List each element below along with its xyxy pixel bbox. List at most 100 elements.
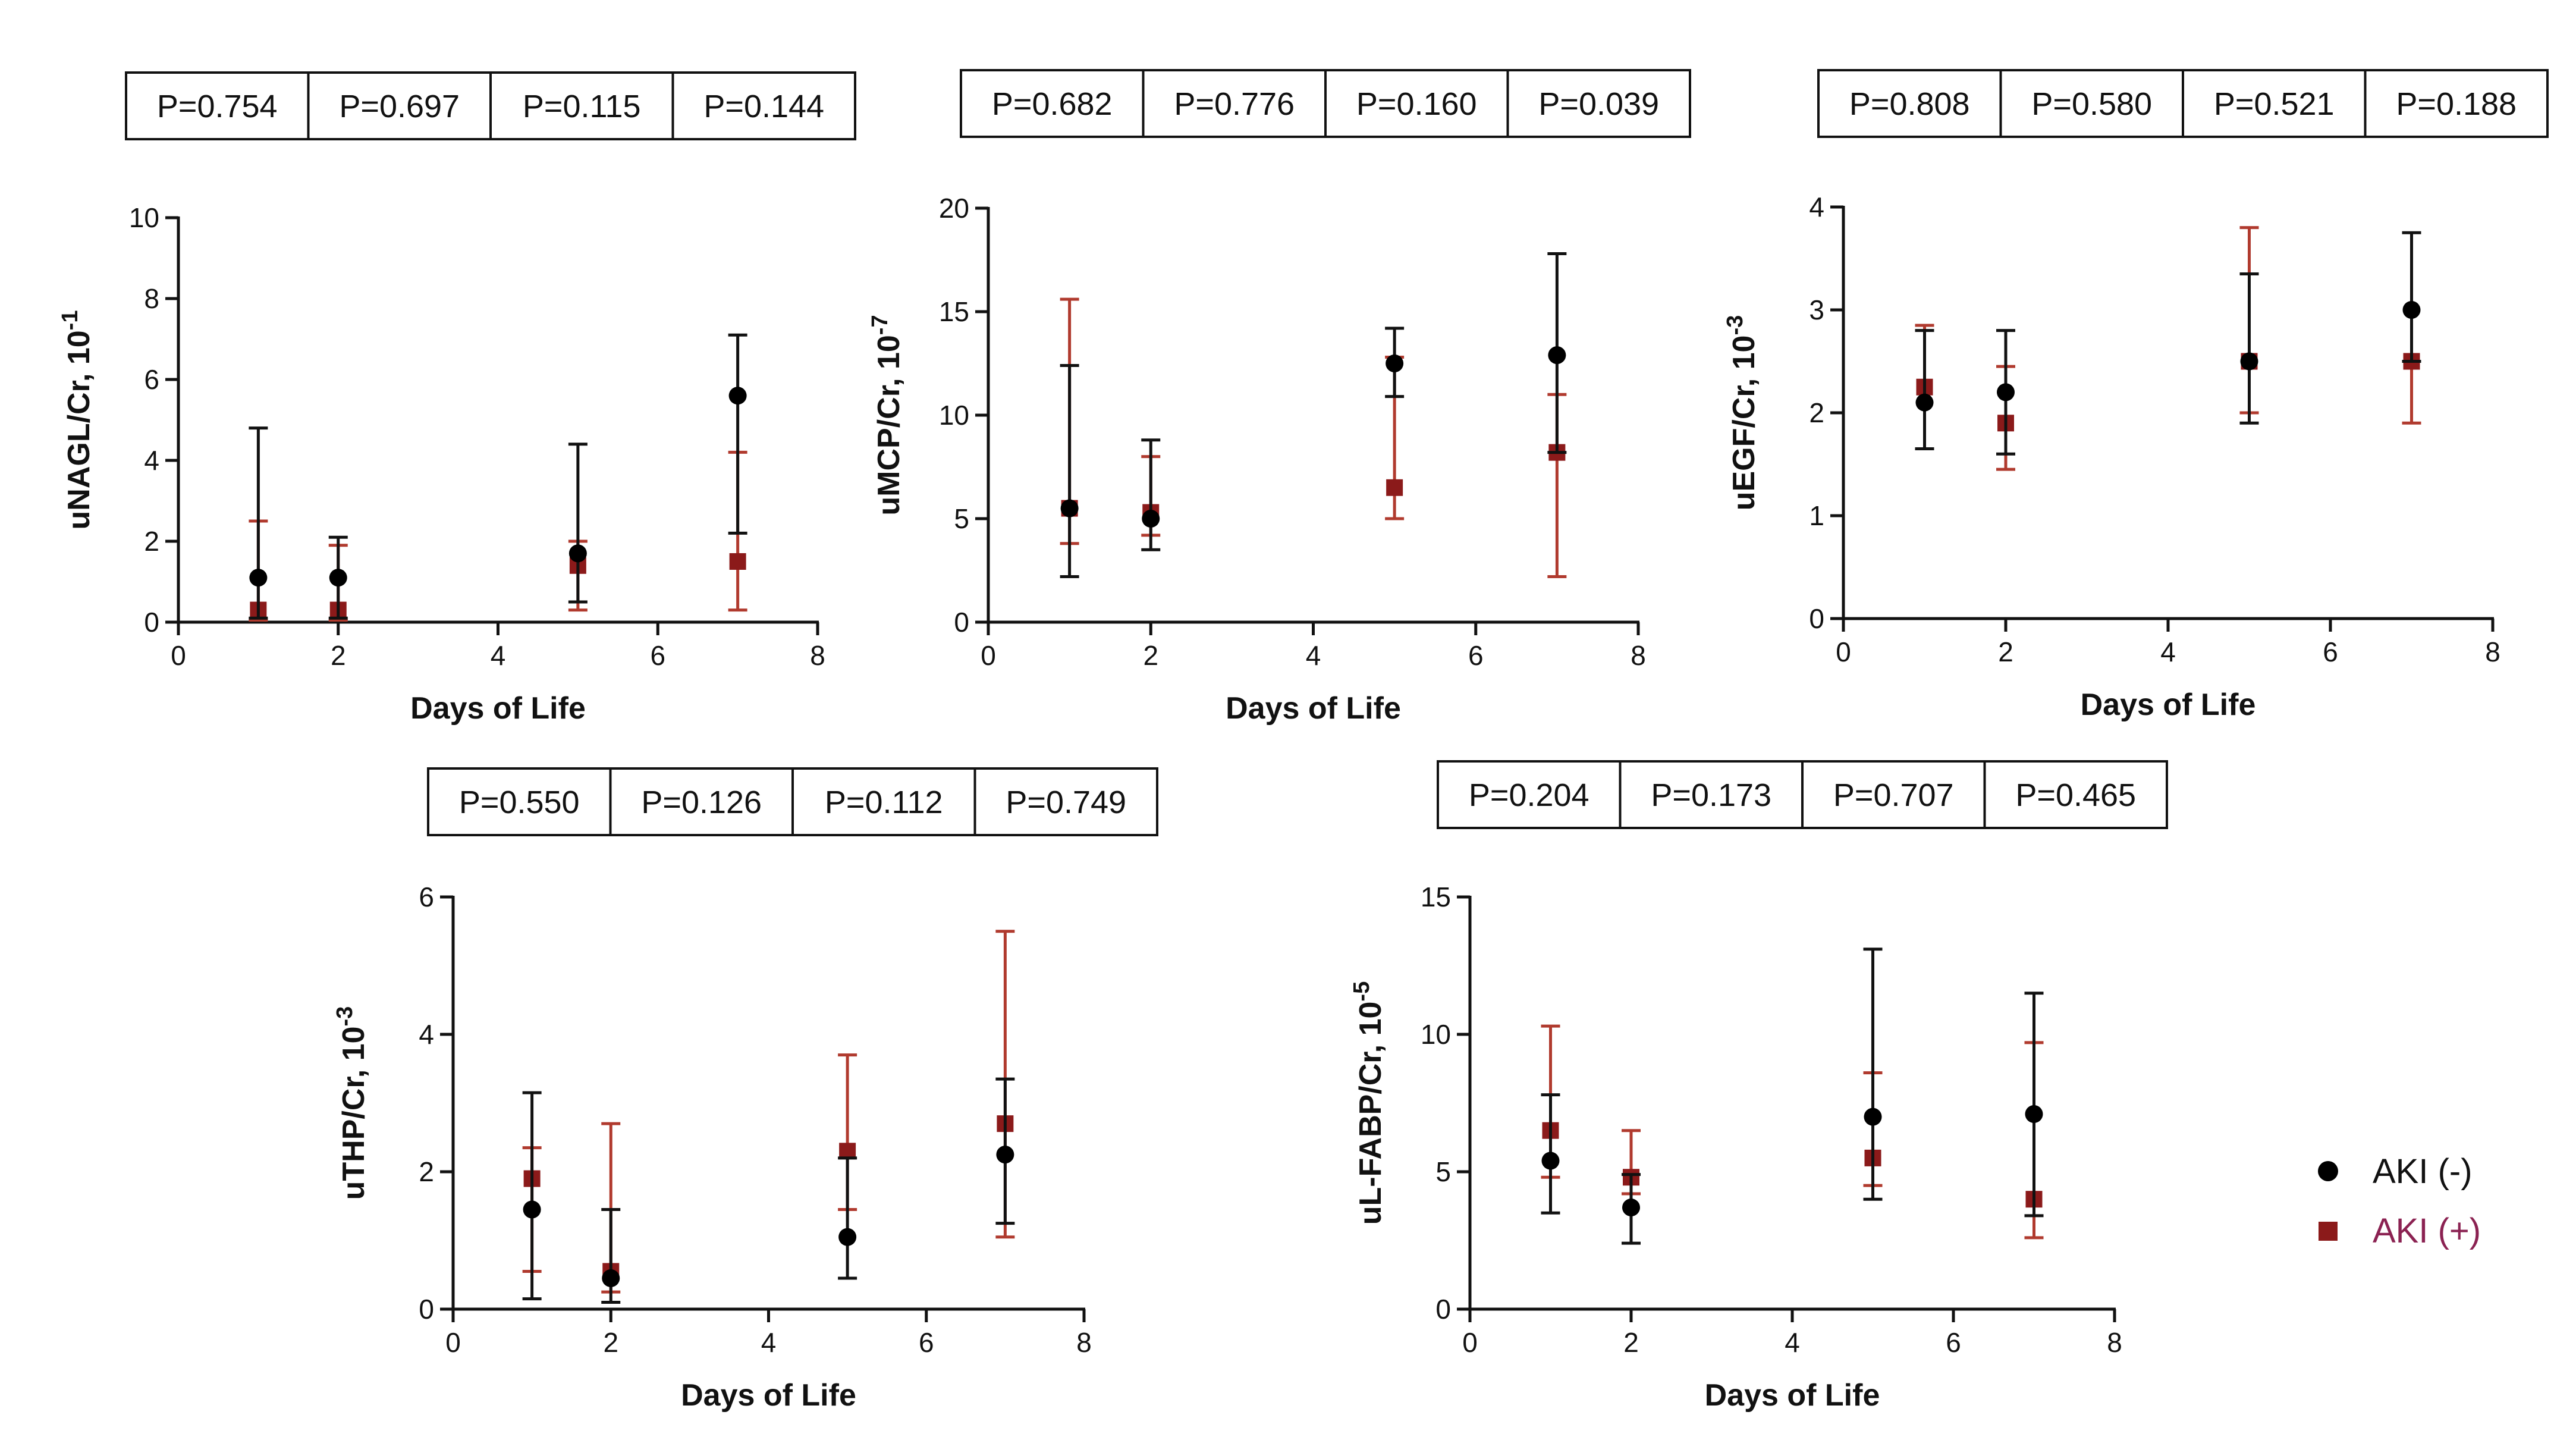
y-tick-label: 4 bbox=[144, 445, 159, 476]
data-point-aki-neg bbox=[1622, 1199, 1640, 1217]
data-point-aki-neg bbox=[1541, 1152, 1560, 1170]
data-point-aki-neg bbox=[249, 569, 268, 587]
data-point-aki-neg bbox=[838, 1228, 857, 1246]
p-value-table: P=0.550 P=0.126 P=0.112 P=0.749 bbox=[427, 767, 1158, 836]
chart-panel-1: P=0.754 P=0.697 P=0.115 P=0.144 0 2 4 6 8 10 0 2 4 6 8… bbox=[58, 71, 856, 726]
series-aki-pos bbox=[1915, 226, 2421, 471]
p-value-cell: P=0.160 bbox=[1356, 86, 1477, 122]
data-point-aki-pos bbox=[729, 553, 746, 570]
x-tick-label: 0 bbox=[445, 1327, 461, 1358]
chart-panel-3: P=0.808 P=0.580 P=0.521 P=0.188 0 1 2 3 4 0 2 4 6 8 Da… bbox=[1723, 69, 2549, 722]
chart-panel-5: P=0.204 P=0.173 P=0.707 P=0.465 0 5 10 15 0 2 4 6 8 D… bbox=[1349, 760, 2168, 1413]
p-value-cell: P=0.112 bbox=[825, 785, 943, 820]
p-value-cell: P=0.808 bbox=[1849, 86, 1970, 122]
y-axis-title: uTHP/Cr, 10-3 bbox=[332, 1006, 371, 1200]
x-tick-label: 4 bbox=[2160, 636, 2176, 667]
y-axis-title: uEGF/Cr, 10-3 bbox=[1723, 315, 1761, 511]
p-value-cell: P=0.465 bbox=[2015, 777, 2136, 813]
x-tick-label: 2 bbox=[1143, 640, 1158, 671]
y-axis-exponent: -5 bbox=[1349, 981, 1374, 1002]
p-value-cell: P=0.115 bbox=[523, 89, 641, 124]
p-value-table: P=0.204 P=0.173 P=0.707 P=0.465 bbox=[1437, 760, 2168, 829]
series-aki-pos bbox=[522, 930, 1015, 1294]
data-point-aki-neg bbox=[602, 1269, 620, 1288]
y-tick-label: 2 bbox=[1809, 397, 1824, 428]
x-tick-label: 6 bbox=[1946, 1327, 1961, 1358]
y-tick-label: 5 bbox=[954, 503, 969, 534]
series-aki-neg bbox=[1060, 252, 1567, 578]
y-tick-label: 3 bbox=[1809, 294, 1824, 325]
y-tick-label: 2 bbox=[144, 526, 159, 557]
x-axis-title: Days of Life bbox=[2081, 688, 2256, 722]
p-value-cell: P=0.754 bbox=[157, 89, 278, 124]
data-point-aki-neg bbox=[329, 569, 347, 587]
y-tick-label: 10 bbox=[1421, 1019, 1451, 1050]
y-axis-exponent: -7 bbox=[868, 315, 893, 335]
p-value-cell: P=0.144 bbox=[703, 89, 824, 124]
data-point-aki-neg bbox=[1915, 393, 1934, 412]
p-value-table: P=0.808 P=0.580 P=0.521 P=0.188 bbox=[1817, 69, 2549, 138]
y-tick-label: 8 bbox=[144, 283, 159, 314]
data-point-aki-neg bbox=[1997, 383, 2015, 401]
x-axis-title: Days of Life bbox=[410, 691, 586, 726]
y-axis-title: uL-FABP/Cr, 10-5 bbox=[1349, 981, 1388, 1225]
x-tick-label: 4 bbox=[1785, 1327, 1800, 1358]
x-tick-label: 8 bbox=[810, 640, 825, 671]
p-value-cell: P=0.521 bbox=[2214, 86, 2335, 122]
data-point-aki-neg bbox=[523, 1200, 541, 1219]
y-tick-label: 4 bbox=[1809, 192, 1824, 222]
chart-panel-4: P=0.550 P=0.126 P=0.112 P=0.749 0 2 4 6 0 2 4 6 8 Day… bbox=[332, 767, 1158, 1413]
y-tick-label: 15 bbox=[1421, 881, 1451, 912]
series-aki-pos bbox=[1060, 297, 1567, 578]
data-point-aki-neg bbox=[1060, 499, 1079, 517]
legend: AKI (-) AKI (+) bbox=[2318, 1152, 2481, 1250]
series-aki-neg bbox=[249, 333, 747, 620]
p-value-table: P=0.754 P=0.697 P=0.115 P=0.144 bbox=[125, 71, 856, 140]
p-value-cell: P=0.682 bbox=[992, 86, 1113, 122]
p-value-cell: P=0.550 bbox=[459, 785, 580, 820]
x-tick-label: 6 bbox=[919, 1327, 934, 1358]
p-value-table: P=0.682 P=0.776 P=0.160 P=0.039 bbox=[960, 69, 1691, 138]
y-axis-exponent: -1 bbox=[58, 310, 83, 331]
y-tick-label: 15 bbox=[939, 296, 969, 327]
series-aki-pos bbox=[249, 450, 747, 622]
data-point-aki-neg bbox=[1864, 1108, 1882, 1126]
x-tick-label: 6 bbox=[650, 640, 665, 671]
data-point-aki-neg bbox=[1386, 354, 1404, 372]
legend-marker-aki-neg bbox=[2318, 1161, 2338, 1181]
series-aki-neg bbox=[522, 1077, 1015, 1304]
x-tick-label: 8 bbox=[2107, 1327, 2122, 1358]
x-tick-label: 8 bbox=[1076, 1327, 1092, 1358]
x-tick-label: 2 bbox=[331, 640, 346, 671]
p-value-cell: P=0.173 bbox=[1651, 777, 1771, 813]
data-point-aki-neg bbox=[996, 1146, 1014, 1164]
y-axis-title: uMCP/Cr, 10-7 bbox=[868, 315, 906, 515]
x-tick-label: 6 bbox=[2323, 636, 2338, 667]
y-tick-label: 10 bbox=[129, 202, 159, 233]
data-point-aki-neg bbox=[568, 544, 587, 563]
x-tick-label: 0 bbox=[1836, 636, 1851, 667]
data-point-aki-neg bbox=[1142, 510, 1160, 528]
y-tick-label: 10 bbox=[939, 400, 969, 431]
p-value-cell: P=0.204 bbox=[1469, 777, 1589, 813]
series-aki-neg bbox=[1541, 948, 2044, 1245]
y-axis-title: uNAGL/Cr, 10-1 bbox=[58, 310, 96, 530]
chart-panel-2: P=0.682 P=0.776 P=0.160 P=0.039 0 5 10 15 20 0 2 4 6… bbox=[868, 69, 1691, 726]
series-aki-pos bbox=[1541, 1024, 2044, 1240]
x-tick-label: 2 bbox=[1998, 636, 2013, 667]
legend-label-aki-neg: AKI (-) bbox=[2373, 1152, 2473, 1191]
y-tick-label: 0 bbox=[419, 1294, 434, 1325]
x-tick-label: 8 bbox=[1631, 640, 1646, 671]
data-point-aki-neg bbox=[728, 387, 747, 405]
p-value-cell: P=0.580 bbox=[2031, 86, 2152, 122]
x-tick-label: 0 bbox=[1462, 1327, 1478, 1358]
y-tick-label: 6 bbox=[419, 881, 434, 912]
x-tick-label: 4 bbox=[491, 640, 506, 671]
y-tick-label: 1 bbox=[1809, 500, 1824, 531]
legend-label-aki-pos: AKI (+) bbox=[2373, 1212, 2481, 1250]
x-axis-title: Days of Life bbox=[1226, 691, 1401, 726]
p-value-cell: P=0.126 bbox=[641, 785, 762, 820]
p-value-cell: P=0.776 bbox=[1174, 86, 1295, 122]
y-tick-label: 0 bbox=[1435, 1294, 1451, 1325]
